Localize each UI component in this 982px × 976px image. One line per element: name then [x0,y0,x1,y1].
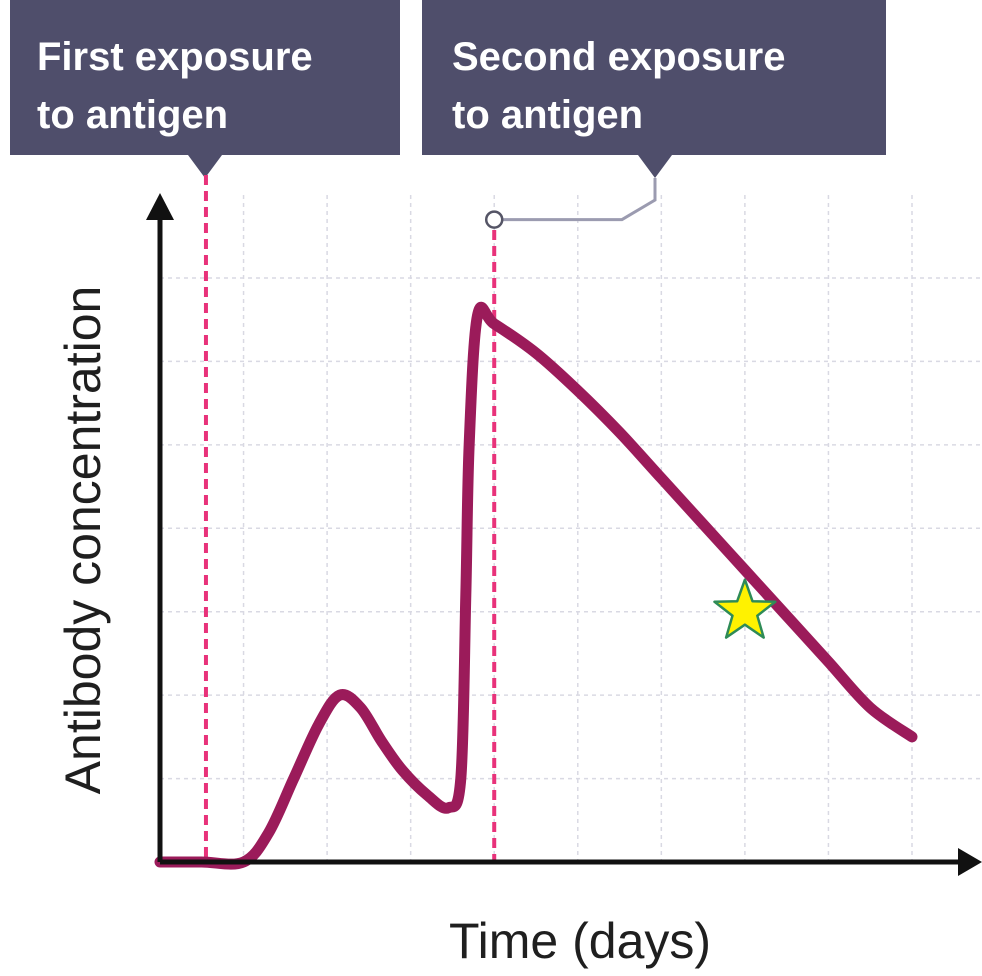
callout-second-exposure: Second exposure to antigen [422,0,886,178]
callout-first-line2: to antigen [37,93,228,137]
second-exposure-marker [484,210,504,229]
second-exposure-connector [502,178,657,222]
antibody-curve [154,301,918,870]
grid [160,195,982,862]
callout-second-exposure-box [422,0,886,178]
callout-second-line2: to antigen [452,93,643,137]
x-axis-title: Time (days) [449,913,711,969]
y-axis-title: Antibody concentration [55,286,111,795]
x-axis-arrowhead [958,848,982,876]
callout-first-line1: First exposure [37,35,313,79]
callout-first-exposure-box [10,0,400,178]
y-axis-arrowhead [146,193,174,220]
callout-first-exposure: First exposure to antigen [10,0,400,178]
star-icon [713,578,777,639]
callout-second-line1: Second exposure [452,35,785,79]
